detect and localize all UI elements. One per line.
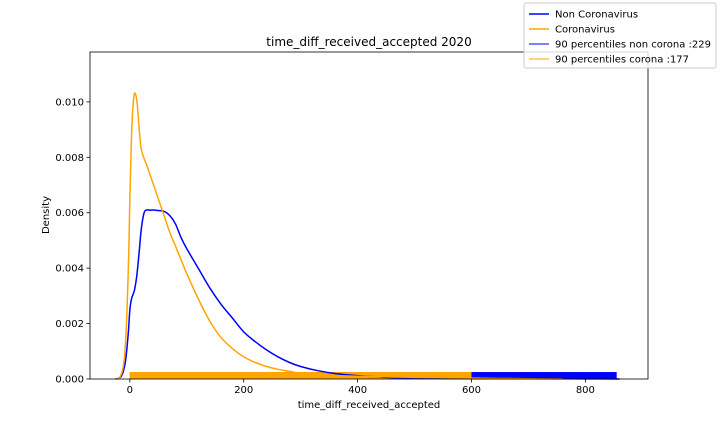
x-tick-label: 800 xyxy=(576,385,595,396)
legend-label: Non Coronavirus xyxy=(555,10,638,21)
y-tick-label: 0.008 xyxy=(55,153,84,164)
legend-label: 90 percentiles non corona :229 xyxy=(555,40,711,51)
y-axis-title: Density xyxy=(41,196,52,234)
legend-label: 90 percentiles corona :177 xyxy=(555,55,689,66)
x-axis-title: time_diff_received_accepted xyxy=(298,400,441,411)
rug-band-corona-overlay xyxy=(129,372,472,379)
y-tick-label: 0.004 xyxy=(55,264,84,275)
y-tick-label: 0.002 xyxy=(55,319,84,330)
x-tick-label: 0 xyxy=(127,385,133,396)
x-tick-label: 600 xyxy=(462,385,481,396)
plot-area: 0 200 400 600 800 0.000 0.002 0.004 0.006 0.008 0.… xyxy=(55,51,649,396)
series-line-0 xyxy=(115,209,620,380)
y-tick-label: 0.000 xyxy=(55,375,84,386)
y-tick-label: 0.006 xyxy=(55,208,84,219)
legend-box xyxy=(523,2,717,69)
x-tick-label: 200 xyxy=(234,385,253,396)
chart-title: time_diff_received_accepted 2020 xyxy=(266,35,471,49)
y-tick-label: 0.010 xyxy=(55,97,84,108)
plot-frame xyxy=(89,51,649,380)
legend-label: Coronavirus xyxy=(555,25,615,36)
series-line-1 xyxy=(115,92,563,380)
legend: Non Coronavirus Coronavirus 90 percentiles… xyxy=(523,2,717,69)
x-tick-label: 400 xyxy=(348,385,367,396)
